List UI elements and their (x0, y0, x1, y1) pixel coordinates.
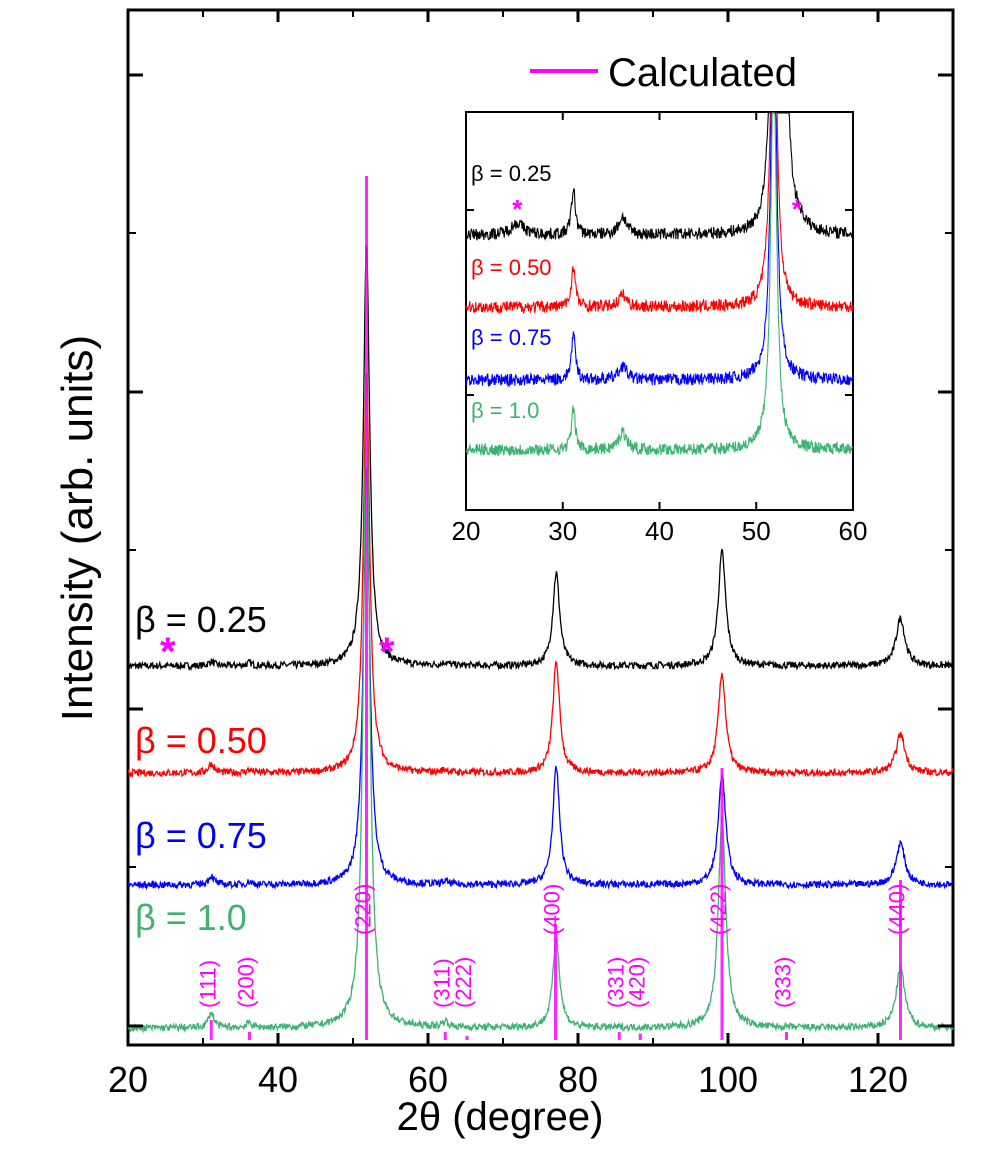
inset-x-ticks: 20 30 40 50 60 (452, 112, 868, 546)
hkl-labels: (111) (200) (220) (311)(222) (400) (331)(420)… (195, 884, 909, 1008)
hkl-label-8: (420) (624, 957, 649, 1008)
series-label-2: β = 0.50 (135, 720, 267, 761)
hkl-label-11: (440) (885, 884, 910, 935)
hkl-label-1: (111) (195, 960, 220, 1008)
x-tick-label-4: 80 (558, 1059, 598, 1100)
inset-series-label-2: β = 0.50 (471, 255, 552, 280)
calculated-sticks (209, 176, 902, 1040)
main-traces (127, 244, 954, 1034)
trace-series-1 (127, 244, 954, 672)
hkl-label-10: (333) (771, 957, 796, 1008)
inset-x-tick-label-1: 20 (452, 516, 481, 546)
x-tick-label-5: 100 (698, 1059, 758, 1100)
x-tick-label-1: 20 (108, 1059, 148, 1100)
inset-series-label-1: β = 0.25 (471, 161, 552, 186)
y-axis-title: Intensity (arb. units) (53, 335, 102, 721)
inset-x-tick-label-3: 40 (645, 516, 674, 546)
impurity-marker-1: * (160, 630, 176, 674)
trace-series-3 (127, 467, 954, 891)
impurity-markers: * * (160, 630, 395, 674)
y-axis-ticks (128, 73, 953, 1028)
impurity-marker-2: * (379, 630, 395, 674)
x-tick-label-3: 60 (408, 1059, 448, 1100)
inset-trace-2 (465, 112, 854, 315)
inset-traces (465, 112, 854, 457)
inset-impurity-marker-2: * (792, 194, 803, 224)
x-axis-title: 2θ (degree) (397, 1095, 604, 1139)
series-label-3: β = 0.75 (135, 815, 267, 856)
hkl-label-4: (311) (429, 958, 454, 1008)
plot-frame (126, 8, 955, 1047)
inset-chart: 20 30 40 50 60 β = 0.25 β = 0.50 β = 0.75 β = 1… (452, 111, 868, 546)
hkl-label-6: (400) (540, 884, 565, 935)
hkl-label-2: (200) (234, 957, 259, 1008)
series-label-1: β = 0.25 (135, 599, 267, 640)
inset-x-tick-label-2: 30 (548, 516, 577, 546)
hkl-label-3: (220) (351, 884, 376, 935)
inset-series-label-4: β = 1.0 (471, 398, 539, 423)
trace-series-4 (127, 401, 954, 1034)
inset-x-tick-label-5: 60 (839, 516, 868, 546)
x-axis-ticks: 20 40 60 80 100 120 (108, 10, 908, 1100)
hkl-label-5: (222) (451, 957, 476, 1008)
series-labels: β = 0.25 β = 0.50 β = 0.75 β = 1.0 (135, 599, 267, 938)
inset-trace-4 (465, 112, 854, 457)
inset-series-label-3: β = 0.75 (471, 325, 552, 350)
legend: Calculated (530, 51, 797, 95)
x-tick-label-2: 40 (258, 1059, 298, 1100)
inset-trace-1 (465, 112, 854, 242)
x-tick-label-6: 120 (848, 1059, 908, 1100)
hkl-label-9: (422) (706, 884, 731, 935)
inset-impurity-markers: * * (512, 194, 803, 224)
inset-trace-3 (465, 112, 854, 388)
inset-series-labels: β = 0.25 β = 0.50 β = 0.75 β = 1.0 (471, 161, 552, 423)
hkl-label-7: (331) (603, 957, 628, 1008)
legend-label-calculated: Calculated (608, 51, 797, 95)
trace-series-2 (127, 373, 954, 779)
inset-impurity-marker-1: * (512, 194, 523, 224)
inset-x-tick-label-4: 50 (742, 516, 771, 546)
series-label-4: β = 1.0 (135, 897, 247, 938)
